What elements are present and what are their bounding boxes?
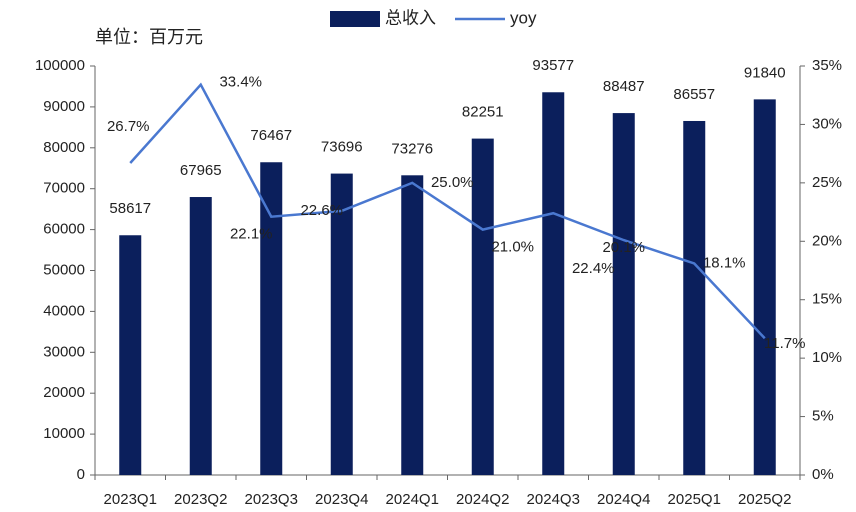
y2-tick-label: 0% xyxy=(812,466,834,483)
line-value-label: 25.0% xyxy=(431,174,474,191)
line-value-label: 33.4% xyxy=(219,74,262,91)
y-tick-label: 40000 xyxy=(43,302,85,319)
bar xyxy=(683,120,706,475)
y-tick-label: 0 xyxy=(77,466,85,483)
y-tick-label: 50000 xyxy=(43,261,85,278)
bar xyxy=(753,99,776,476)
bar xyxy=(542,92,565,475)
y-tick-label: 30000 xyxy=(43,343,85,360)
bar xyxy=(260,162,283,475)
y2-tick-label: 20% xyxy=(812,232,842,249)
line-value-label: 22.4% xyxy=(572,260,615,277)
bar-value-label: 58617 xyxy=(109,200,151,217)
bar xyxy=(189,197,212,476)
bar xyxy=(401,175,424,476)
line-value-label: 21.0% xyxy=(491,239,534,256)
x-tick-label: 2025Q1 xyxy=(668,491,721,508)
bar-value-label: 76467 xyxy=(250,127,292,144)
bar-value-label: 82251 xyxy=(462,104,504,121)
bar-value-label: 91840 xyxy=(744,64,786,81)
x-tick-label: 2023Q2 xyxy=(174,491,227,508)
x-tick-label: 2024Q3 xyxy=(527,491,580,508)
y2-tick-label: 30% xyxy=(812,115,842,132)
y2-tick-label: 15% xyxy=(812,291,842,308)
bar-value-label: 93577 xyxy=(532,57,574,74)
legend-swatch xyxy=(330,11,380,27)
bar-value-label: 88487 xyxy=(603,78,645,95)
bar xyxy=(471,138,494,475)
y2-tick-label: 5% xyxy=(812,408,834,425)
bar xyxy=(119,235,142,475)
x-tick-label: 2023Q1 xyxy=(104,491,157,508)
bar xyxy=(330,173,353,475)
line-value-label: 11.7% xyxy=(764,335,805,352)
x-tick-label: 2024Q2 xyxy=(456,491,509,508)
bar-value-label: 73276 xyxy=(391,140,433,157)
y2-tick-label: 10% xyxy=(812,349,842,366)
unit-label: 单位：百万元 xyxy=(95,27,203,47)
line-value-label: 22.1% xyxy=(230,226,273,243)
x-tick-label: 2024Q1 xyxy=(386,491,439,508)
y-tick-label: 10000 xyxy=(43,425,85,442)
y-tick-label: 100000 xyxy=(35,57,85,74)
legend-label: yoy xyxy=(510,8,537,27)
y-tick-label: 60000 xyxy=(43,221,85,238)
y-tick-label: 80000 xyxy=(43,139,85,156)
y-tick-label: 20000 xyxy=(43,384,85,401)
y2-tick-label: 35% xyxy=(812,57,842,74)
line-value-label: 20.1% xyxy=(602,239,645,256)
x-tick-label: 2023Q4 xyxy=(315,491,368,508)
legend-label: 总收入 xyxy=(385,8,436,27)
y-tick-label: 90000 xyxy=(43,98,85,115)
bar-value-label: 67965 xyxy=(180,162,222,179)
x-tick-label: 2025Q2 xyxy=(738,491,791,508)
bar-value-label: 86557 xyxy=(673,86,715,103)
line-value-label: 18.1% xyxy=(703,254,746,271)
yoy-line xyxy=(129,82,766,340)
line-value-label: 22.6% xyxy=(300,202,343,219)
x-tick-label: 2023Q3 xyxy=(245,491,298,508)
y2-tick-label: 25% xyxy=(812,174,842,191)
x-tick-label: 2024Q4 xyxy=(597,491,650,508)
bar-value-label: 73696 xyxy=(321,139,363,156)
bar xyxy=(612,113,635,476)
line-value-label: 26.7% xyxy=(107,118,150,135)
y-tick-label: 70000 xyxy=(43,180,85,197)
